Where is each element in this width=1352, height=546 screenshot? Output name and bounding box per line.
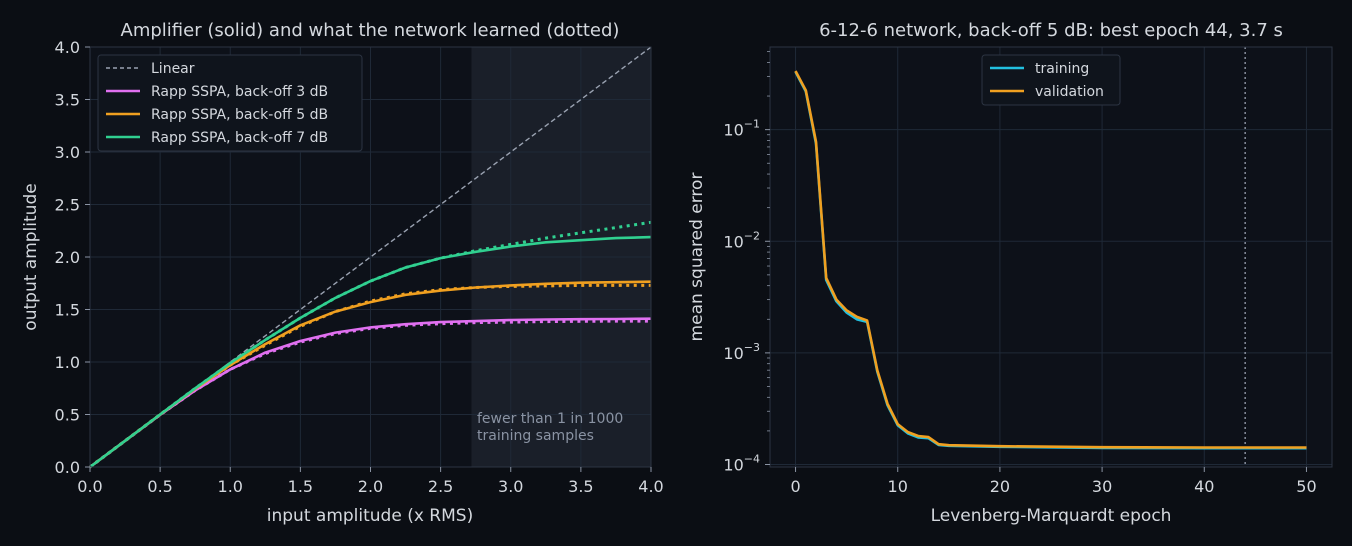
legend-label-backoff-3: Rapp SSPA, back-off 3 dB [151, 84, 328, 100]
left-x-tick-label: 2.5 [428, 477, 453, 496]
right-y-axis-label: mean squared error [687, 173, 707, 342]
right-x-axis-label: Levenberg-Marquardt epoch [931, 506, 1172, 526]
left-series-lines [89, 46, 652, 469]
right-x-tick-label: 10 [888, 477, 908, 496]
left-y-tick-label: 1.0 [55, 353, 80, 372]
left-y-tick-label: 0.0 [55, 458, 80, 477]
left-y-axis-label: output amplitude [21, 183, 41, 330]
legend-label-backoff-7: Rapp SSPA, back-off 7 dB [151, 130, 328, 146]
right-x-tick-label: 40 [1194, 477, 1214, 496]
left-y-tick-label: 1.5 [55, 301, 80, 320]
right-axes-frame [769, 46, 1333, 468]
right-x-tick-label: 30 [1092, 477, 1112, 496]
left-y-ticks: 0.0 0.5 1.0 1.5 2.0 2.5 3.0 3.5 4.0 [55, 38, 90, 477]
legend-label-validation: validation [1035, 84, 1104, 100]
left-y-tick-label: 2.0 [55, 248, 80, 267]
right-series-lines [794, 70, 1307, 450]
training-curve-chart: 0 10 20 30 40 50 10−1 10−2 10−3 10−4 6-12-6 netw… [687, 20, 1333, 526]
right-y-tick-label: 10−2 [723, 229, 760, 251]
left-y-tick-label: 0.5 [55, 406, 80, 425]
left-x-tick-label: 1.5 [288, 477, 313, 496]
shaded-region-note-line-2: training samples [477, 428, 594, 444]
right-x-tick-label: 0 [790, 477, 800, 496]
right-y-tick-label: 10−1 [723, 118, 760, 140]
right-legend: training validation [981, 54, 1121, 106]
left-y-tick-label: 3.5 [55, 91, 80, 110]
right-y-ticks: 10−1 10−2 10−3 10−4 [723, 51, 770, 475]
right-chart-title: 6-12-6 network, back-off 5 dB: best epoc… [819, 20, 1283, 41]
right-y-tick-label: 10−3 [723, 341, 760, 363]
shaded-region-note-line-1: fewer than 1 in 1000 [477, 411, 623, 427]
right-x-ticks: 0 10 20 30 40 50 [790, 467, 1317, 496]
legend-label-backoff-5: Rapp SSPA, back-off 5 dB [151, 107, 328, 123]
left-x-tick-label: 2.0 [358, 477, 383, 496]
left-y-tick-label: 2.5 [55, 196, 80, 215]
right-y-tick-label: 10−4 [723, 453, 760, 475]
left-series-5 [89, 235, 652, 469]
left-chart-title: Amplifier (solid) and what the network l… [121, 20, 620, 41]
legend-label-linear: Linear [151, 61, 195, 77]
left-x-ticks: 0.0 0.5 1.0 1.5 2.0 2.5 3.0 3.5 4.0 [77, 467, 664, 496]
amplifier-chart: 0.0 0.5 1.0 1.5 2.0 2.5 3.0 3.5 4.0 0.0 0.5 1.0 1.5… [21, 20, 664, 526]
legend-label-training: training [1035, 61, 1089, 77]
left-x-tick-label: 3.5 [568, 477, 593, 496]
left-legend: Linear Rapp SSPA, back-off 3 dB Rapp SSP… [97, 54, 363, 152]
left-x-axis-label: input amplitude (x RMS) [267, 506, 473, 526]
left-y-tick-label: 4.0 [55, 38, 80, 57]
left-x-tick-label: 3.0 [498, 477, 523, 496]
right-plot-area [770, 47, 1332, 467]
right-x-tick-label: 50 [1296, 477, 1316, 496]
right-series-validation [794, 70, 1307, 449]
right-x-tick-label: 20 [990, 477, 1010, 496]
left-x-tick-label: 0.5 [147, 477, 172, 496]
left-x-tick-label: 0.0 [77, 477, 102, 496]
left-y-tick-label: 3.0 [55, 143, 80, 162]
right-grid [770, 47, 1332, 467]
left-x-tick-label: 4.0 [638, 477, 663, 496]
left-x-tick-label: 1.0 [218, 477, 243, 496]
left-legend-box [97, 54, 363, 152]
